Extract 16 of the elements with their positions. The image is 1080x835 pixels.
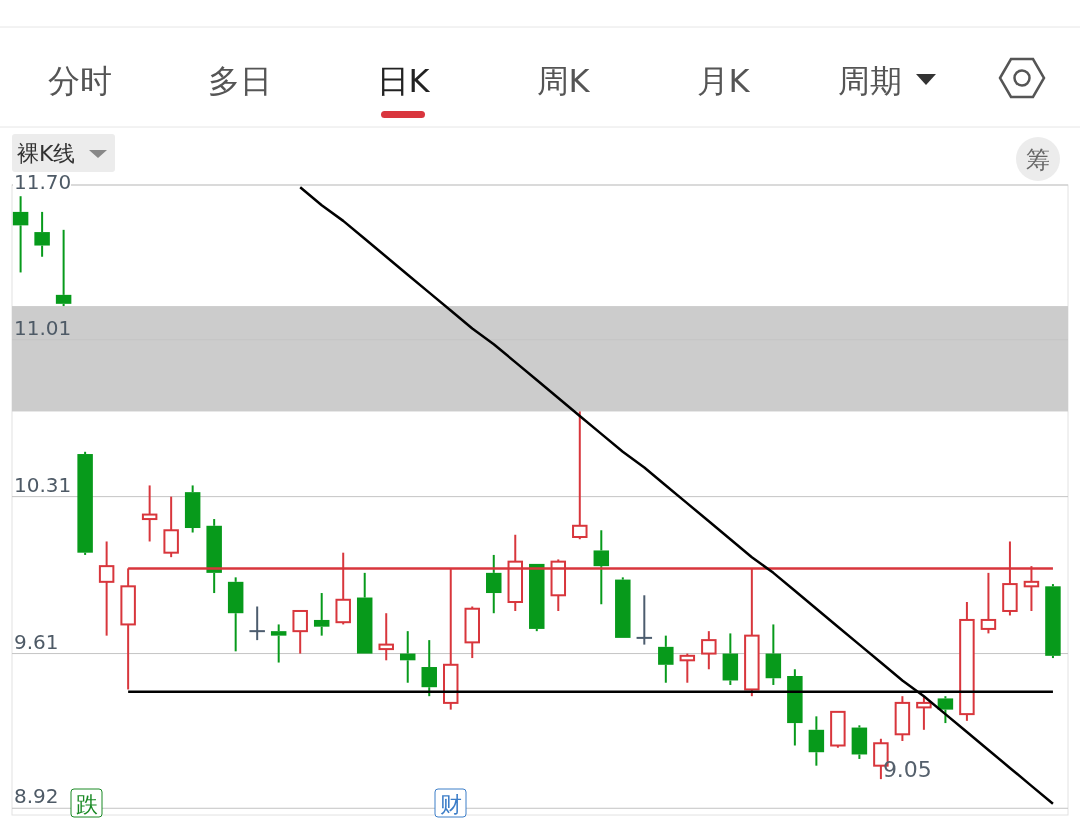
text: 日K xyxy=(376,62,431,100)
text: 周K xyxy=(536,62,591,100)
text: 周期 xyxy=(838,62,902,100)
y-tick-label: 11.01 xyxy=(14,315,72,340)
text: 月K xyxy=(696,62,751,100)
text: 分时 xyxy=(48,62,112,100)
y-tick-label: 8.92 xyxy=(14,784,59,809)
annotation: 财 xyxy=(439,792,462,817)
y-tick-label: 11.70 xyxy=(14,170,72,194)
text: 筹 xyxy=(1026,146,1050,174)
annotation: 跌 xyxy=(75,792,98,817)
y-tick-label: 10.31 xyxy=(14,472,72,497)
annotation: 9.05 xyxy=(882,757,932,783)
y-tick-label: 9.61 xyxy=(14,629,59,654)
text: 裸K线 xyxy=(17,141,76,166)
text: 多日 xyxy=(208,62,272,100)
